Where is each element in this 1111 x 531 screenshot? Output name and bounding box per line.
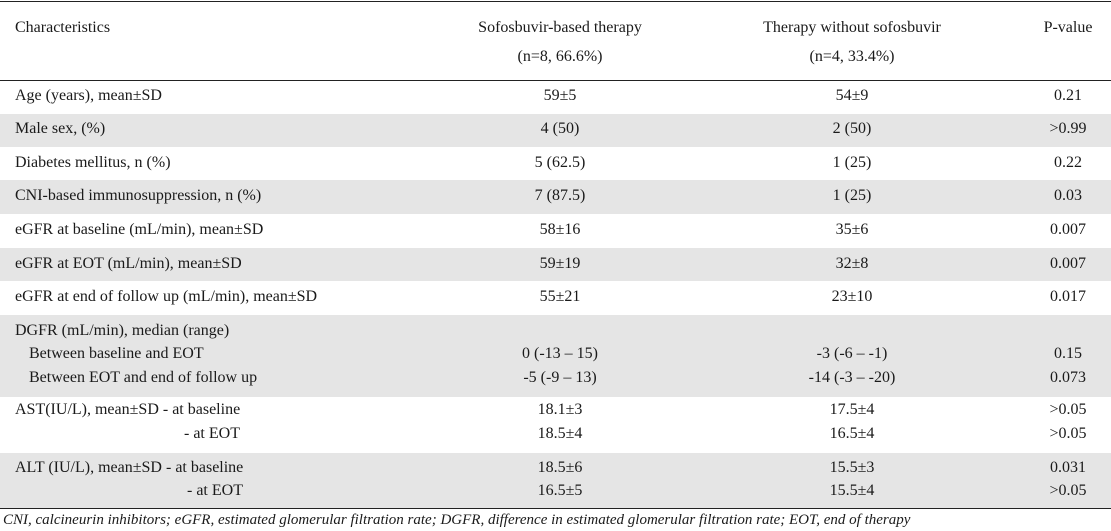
row-without-value: 1 (25) (832, 187, 872, 204)
table-row: eGFR at baseline (mL/min), mean±SD 58±16… (0, 214, 1111, 248)
alt-baseline-label: ALT (IU/L), mean±SD - at baseline (15, 459, 244, 476)
dgfr-sub2-pvalue: 0.073 (1050, 369, 1086, 386)
row-sofosbuvir-value: 59±19 (539, 255, 581, 272)
table-row: CNI-based immunosuppression, n (%) 7 (87… (0, 180, 1111, 214)
row-sofosbuvir-value: 4 (50) (540, 120, 580, 137)
table-footnote: CNI, calcineurin inhibitors; eGFR, estim… (3, 512, 911, 528)
header-characteristics: Characteristics (15, 19, 111, 36)
row-sofosbuvir-value: 55±21 (539, 288, 581, 305)
alt-baseline-without: 15.5±3 (829, 459, 875, 476)
row-label: CNI-based immunosuppression, n (%) (15, 187, 262, 204)
table-row: Diabetes mellitus, n (%) 5 (62.5) 1 (25)… (0, 147, 1111, 180)
row-pvalue: >0.99 (1049, 120, 1087, 137)
row-label: Age (years), mean±SD (15, 87, 162, 104)
ast-eot-sofosbuvir: 18.5±4 (537, 425, 583, 442)
row-pvalue: 0.22 (1054, 154, 1082, 171)
table-row: Male sex, (%) 4 (50) 2 (50) >0.99 (0, 114, 1111, 147)
header-row: Characteristics Sofosbuvir-based therapy… (0, 2, 1111, 80)
alt-eot-sofosbuvir: 16.5±5 (537, 482, 583, 499)
ast-eot-without: 16.5±4 (829, 425, 875, 442)
dgfr-sub1-pvalue: 0.15 (1054, 345, 1082, 362)
row-without-value: 2 (50) (832, 120, 872, 137)
table-row: Age (years), mean±SD 59±5 54±9 0.21 (0, 81, 1111, 114)
top-rule (0, 1, 1111, 2)
ast-eot-label: - at EOT (184, 425, 240, 442)
row-without-value: 32±8 (835, 255, 869, 272)
table-row: eGFR at EOT (mL/min), mean±SD 59±19 32±8… (0, 248, 1111, 281)
row-label: eGFR at baseline (mL/min), mean±SD (15, 221, 264, 238)
row-label: eGFR at EOT (mL/min), mean±SD (15, 255, 242, 272)
ast-baseline-pvalue: >0.05 (1049, 401, 1087, 418)
alt-baseline-sofosbuvir: 18.5±6 (537, 459, 583, 476)
header-rule (0, 80, 1111, 81)
row-pvalue: 0.03 (1054, 187, 1082, 204)
alt-baseline-pvalue: 0.031 (1050, 459, 1086, 476)
row-sofosbuvir-value: 58±16 (539, 221, 581, 238)
alt-eot-pvalue: >0.05 (1049, 482, 1087, 499)
alt-eot-label: - at EOT (187, 482, 243, 499)
dgfr-sub1-label: Between baseline and EOT (29, 345, 204, 362)
header-without-sofosbuvir: Therapy without sofosbuvir (763, 19, 941, 36)
dgfr-label: DGFR (mL/min), median (range) (15, 322, 230, 339)
ast-baseline-without: 17.5±4 (829, 401, 875, 418)
row-without-value: 23±10 (831, 288, 873, 305)
row-label: Male sex, (%) (15, 120, 106, 137)
ast-baseline-label: AST(IU/L), mean±SD - at baseline (15, 401, 241, 418)
header-without-sofosbuvir-n: (n=4, 33.4%) (809, 48, 895, 65)
row-sofosbuvir-value: 5 (62.5) (534, 154, 586, 171)
alt-eot-without: 15.5±4 (829, 482, 875, 499)
table-row: eGFR at end of follow up (mL/min), mean±… (0, 281, 1111, 315)
row-label: Diabetes mellitus, n (%) (15, 154, 171, 171)
dgfr-sub2-without: -14 (-3 – -20) (808, 369, 896, 386)
ast-baseline-sofosbuvir: 18.1±3 (537, 401, 583, 418)
dgfr-sub2-sofosbuvir: -5 (-9 – 13) (523, 369, 597, 386)
ast-eot-pvalue: >0.05 (1049, 425, 1087, 442)
dgfr-sub1-without: -3 (-6 – -1) (816, 345, 888, 362)
row-label: eGFR at end of follow up (mL/min), mean±… (15, 288, 318, 305)
dgfr-sub2-label: Between EOT and end of follow up (29, 369, 258, 386)
row-pvalue: 0.017 (1050, 288, 1086, 305)
header-sofosbuvir: Sofosbuvir-based therapy (478, 19, 642, 36)
row-pvalue: 0.21 (1054, 87, 1082, 104)
header-sofosbuvir-n: (n=8, 66.6%) (517, 48, 603, 65)
ast-row-group: AST(IU/L), mean±SD - at baseline 18.1±3 … (0, 397, 1111, 453)
row-pvalue: 0.007 (1050, 221, 1086, 238)
row-without-value: 35±6 (835, 221, 869, 238)
header-pvalue: P-value (1043, 19, 1093, 36)
dgfr-sub1-sofosbuvir: 0 (-13 – 15) (522, 345, 598, 362)
row-pvalue: 0.007 (1050, 255, 1086, 272)
row-without-value: 54±9 (835, 87, 869, 104)
bottom-rule (0, 508, 1111, 509)
row-sofosbuvir-value: 7 (87.5) (534, 187, 586, 204)
dgfr-row-group: DGFR (mL/min), median (range) Between ba… (0, 315, 1111, 397)
row-without-value: 1 (25) (832, 154, 872, 171)
row-sofosbuvir-value: 59±5 (543, 87, 577, 104)
alt-row-group: ALT (IU/L), mean±SD - at baseline 18.5±6… (0, 453, 1111, 508)
